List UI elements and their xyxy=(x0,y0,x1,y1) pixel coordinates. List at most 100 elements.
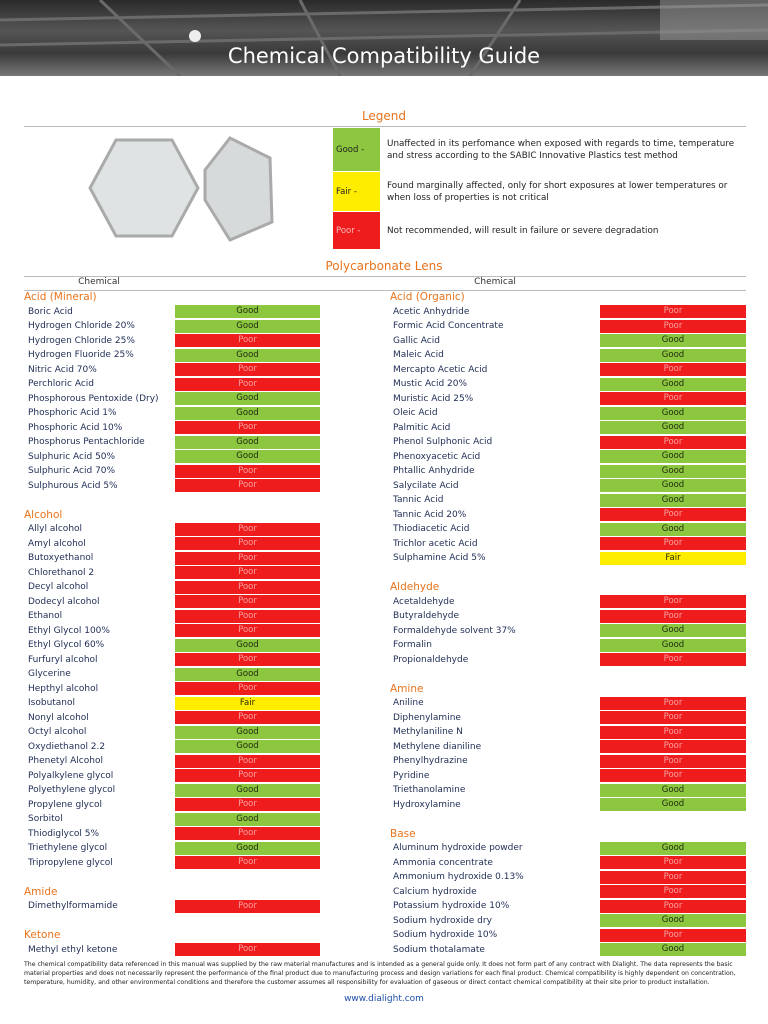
lens-image xyxy=(88,136,274,242)
chemical: Phenoxyacetic Acid xyxy=(393,451,481,462)
chemical: Thiodiacetic Acid xyxy=(393,524,470,534)
legend-description: Found marginally affected, only for shor… xyxy=(387,181,728,203)
rating: Poor xyxy=(175,899,320,914)
rating: Poor xyxy=(600,885,746,899)
chemical: Hydroxylamine xyxy=(393,799,461,810)
rating: Good xyxy=(600,377,746,392)
section-title: Polycarbonate Lens xyxy=(325,259,443,273)
rating: Poor xyxy=(175,421,320,435)
disclaimer: The chemical compatibility data referenc… xyxy=(24,961,736,986)
group-heading: Amine xyxy=(390,682,424,695)
chemical: Formalin xyxy=(393,640,432,650)
chemical: Methylene dianiline xyxy=(393,741,482,752)
rating: Good xyxy=(175,667,320,682)
legend-swatch: Poor - xyxy=(333,212,380,250)
chemical: Sulphamine Acid 5% xyxy=(393,553,486,563)
divider xyxy=(24,290,746,291)
chemical: Sorbitol xyxy=(28,814,63,824)
chemical: Potassium hydroxide 10% xyxy=(393,901,510,911)
chemical: Ammonium hydroxide 0.13% xyxy=(393,872,524,882)
rating: Poor xyxy=(600,537,746,551)
chemical: Aluminum hydroxide powder xyxy=(393,843,523,853)
rating: Good xyxy=(600,464,746,479)
chemical: Trichlor acetic Acid xyxy=(393,538,478,549)
rating: Poor xyxy=(175,827,320,841)
chemical: Phosphorous Pentoxide (Dry) xyxy=(28,393,159,404)
chemical: Acetic Anhydride xyxy=(393,306,470,317)
group-heading: Acid (Organic) xyxy=(390,291,465,303)
chemical: Tannic Acid 20% xyxy=(393,509,467,520)
rating: Poor xyxy=(600,928,746,943)
rating: Poor xyxy=(175,551,320,566)
rating: Good xyxy=(600,841,746,856)
rating: Fair xyxy=(600,551,746,566)
rating: Good xyxy=(175,725,320,740)
rating: Good xyxy=(600,348,746,363)
chemical: Calcium hydroxide xyxy=(393,886,477,897)
legend-title: Legend xyxy=(361,109,407,123)
group-heading: Base xyxy=(390,827,416,840)
rating: Good xyxy=(600,334,746,348)
rating: Poor xyxy=(175,769,320,783)
chemical: Diphenylamine xyxy=(393,712,461,723)
chemical: Oxydiethanol 2.2 xyxy=(28,741,106,752)
rating: Good xyxy=(600,479,746,493)
chemical: Polyethylene glycol xyxy=(28,785,116,795)
divider xyxy=(24,276,746,277)
rating: Good xyxy=(175,406,320,421)
chemical: Sodium thotalamate xyxy=(393,944,485,955)
rating: Poor xyxy=(175,609,320,624)
chemical: Furfuryl alcohol xyxy=(28,654,98,665)
rating: Good xyxy=(600,493,746,508)
rating: Poor xyxy=(175,856,320,870)
chemical: Salycilate Acid xyxy=(393,480,459,491)
rating: Poor xyxy=(600,711,746,725)
header-photo xyxy=(0,0,768,76)
chemical: Sodium hydroxide dry xyxy=(393,915,492,926)
rating: Poor xyxy=(600,696,746,711)
chemical: Boric Acid xyxy=(28,306,73,317)
rating: Poor xyxy=(175,711,320,725)
rating: Poor xyxy=(600,363,746,377)
chemical: Methylaniline N xyxy=(393,727,463,737)
group-heading: Aldehyde xyxy=(390,581,440,593)
chemical: Tannic Acid xyxy=(393,495,444,505)
rating: Good xyxy=(175,638,320,653)
group-heading: Amide xyxy=(24,885,58,898)
chemical: Butyraldehyde xyxy=(393,611,459,621)
chemical: Sulphuric Acid 50% xyxy=(28,451,116,462)
chemical: Polyalkylene glycol xyxy=(28,770,114,781)
rating: Poor xyxy=(175,537,320,551)
rating: Good xyxy=(600,421,746,435)
chemical: Dodecyl alcohol xyxy=(28,596,100,607)
chemical: Phenetyl Alcohol xyxy=(28,756,103,766)
chemical: Palmitic Acid xyxy=(393,422,451,433)
chemical: Hydrogen Chloride 25% xyxy=(28,335,135,346)
chemical: Isobutanol xyxy=(28,698,76,708)
rating: Poor xyxy=(175,363,320,377)
rating: Good xyxy=(600,914,746,928)
rating: Poor xyxy=(600,319,746,334)
chemical: Perchloric Acid xyxy=(28,379,94,389)
rating: Good xyxy=(175,435,320,450)
chemical: Chlorethanol 2 xyxy=(28,567,95,578)
chemical: Mercapto Acetic Acid xyxy=(393,364,488,375)
chemical: Glycerine xyxy=(28,669,71,679)
chemical: Triethylene glycol xyxy=(28,843,108,853)
rating: Poor xyxy=(175,464,320,479)
rating: Good xyxy=(600,450,746,464)
chemical: Tripropylene glycol xyxy=(28,857,113,868)
chemical: Acetaldehyde xyxy=(393,596,455,607)
rating: Good xyxy=(600,638,746,653)
legend-description: Not recommended, will result in failure … xyxy=(387,226,659,236)
rating: Poor xyxy=(600,740,746,754)
chemical: Ethyl Glycol 60% xyxy=(28,640,105,650)
chemical: Oleic Acid xyxy=(393,408,438,418)
rating: Poor xyxy=(175,595,320,609)
rating: Poor xyxy=(175,377,320,392)
rating: Poor xyxy=(600,435,746,450)
rating: Poor xyxy=(175,754,320,769)
chemical: Phosphoric Acid 10% xyxy=(28,422,123,433)
rating: Good xyxy=(600,406,746,421)
